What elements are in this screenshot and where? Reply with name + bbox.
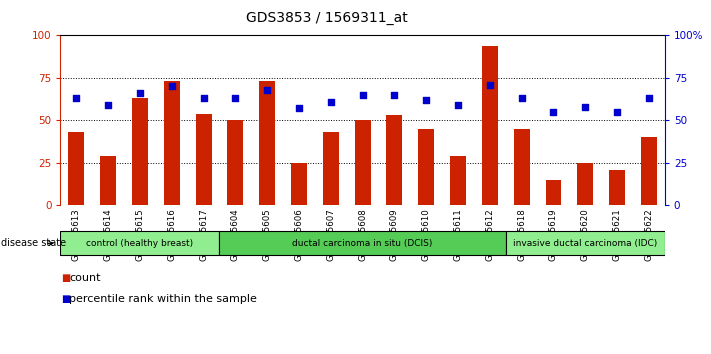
Text: GSM535606: GSM535606 (294, 208, 304, 261)
Bar (164, 81, 180, 205)
Bar (220, 232, 506, 255)
Point (70, 96, 82, 101)
Point (294, 105, 305, 111)
Bar (609, 170, 625, 205)
Bar (506, 232, 665, 255)
Text: ductal carcinoma in situ (DCIS): ductal carcinoma in situ (DCIS) (292, 239, 433, 248)
Point (420, 97, 432, 103)
Text: GSM535619: GSM535619 (549, 208, 558, 261)
Bar (482, 46, 498, 205)
Point (357, 92, 368, 98)
Bar (387, 115, 402, 205)
Bar (291, 163, 307, 205)
Text: GSM535613: GSM535613 (72, 208, 81, 261)
Text: GSM535620: GSM535620 (581, 208, 589, 261)
Bar (68, 132, 85, 205)
Point (230, 96, 241, 101)
Text: GSM535616: GSM535616 (167, 208, 176, 261)
Bar (355, 120, 370, 205)
Text: GSM535618: GSM535618 (517, 208, 526, 261)
Text: disease state: disease state (1, 238, 66, 249)
Text: GSM535605: GSM535605 (262, 208, 272, 261)
Text: GSM535604: GSM535604 (231, 208, 240, 261)
Bar (514, 129, 530, 205)
Bar (196, 114, 212, 205)
Text: invasive ductal carcinoma (IDC): invasive ductal carcinoma (IDC) (513, 239, 658, 248)
Text: GSM535607: GSM535607 (326, 208, 336, 261)
Bar (100, 156, 116, 205)
Text: ■: ■ (61, 294, 70, 304)
Point (198, 96, 209, 101)
Bar (228, 120, 243, 205)
Text: GSM535615: GSM535615 (136, 208, 144, 261)
Point (262, 87, 273, 93)
Text: GSM535617: GSM535617 (199, 208, 208, 261)
Point (579, 104, 591, 110)
Point (134, 90, 146, 96)
Text: GSM535609: GSM535609 (390, 208, 399, 261)
Bar (132, 98, 148, 205)
Bar (545, 180, 562, 205)
Point (643, 96, 655, 101)
Text: GSM535608: GSM535608 (358, 208, 367, 261)
Point (325, 99, 336, 104)
Point (102, 102, 114, 108)
Text: control (healthy breast): control (healthy breast) (87, 239, 193, 248)
Text: GSM535614: GSM535614 (104, 208, 112, 261)
Text: GSM535622: GSM535622 (644, 208, 653, 261)
Text: count: count (69, 273, 100, 283)
Point (452, 102, 464, 108)
Bar (323, 132, 338, 205)
Text: GSM535611: GSM535611 (454, 208, 463, 261)
Text: GSM535612: GSM535612 (486, 208, 494, 261)
Point (484, 82, 496, 87)
Bar (641, 137, 657, 205)
Text: GSM535621: GSM535621 (613, 208, 621, 261)
Text: percentile rank within the sample: percentile rank within the sample (69, 294, 257, 304)
Text: GDS3853 / 1569311_at: GDS3853 / 1569311_at (246, 11, 408, 25)
Bar (450, 156, 466, 205)
Bar (577, 163, 593, 205)
Text: GSM535610: GSM535610 (422, 208, 431, 261)
Bar (418, 129, 434, 205)
Point (547, 109, 559, 115)
Point (516, 96, 528, 101)
Point (611, 109, 623, 115)
Bar (60, 232, 220, 255)
Point (389, 92, 400, 98)
Point (166, 84, 178, 89)
Text: ■: ■ (61, 273, 70, 283)
Bar (260, 81, 275, 205)
